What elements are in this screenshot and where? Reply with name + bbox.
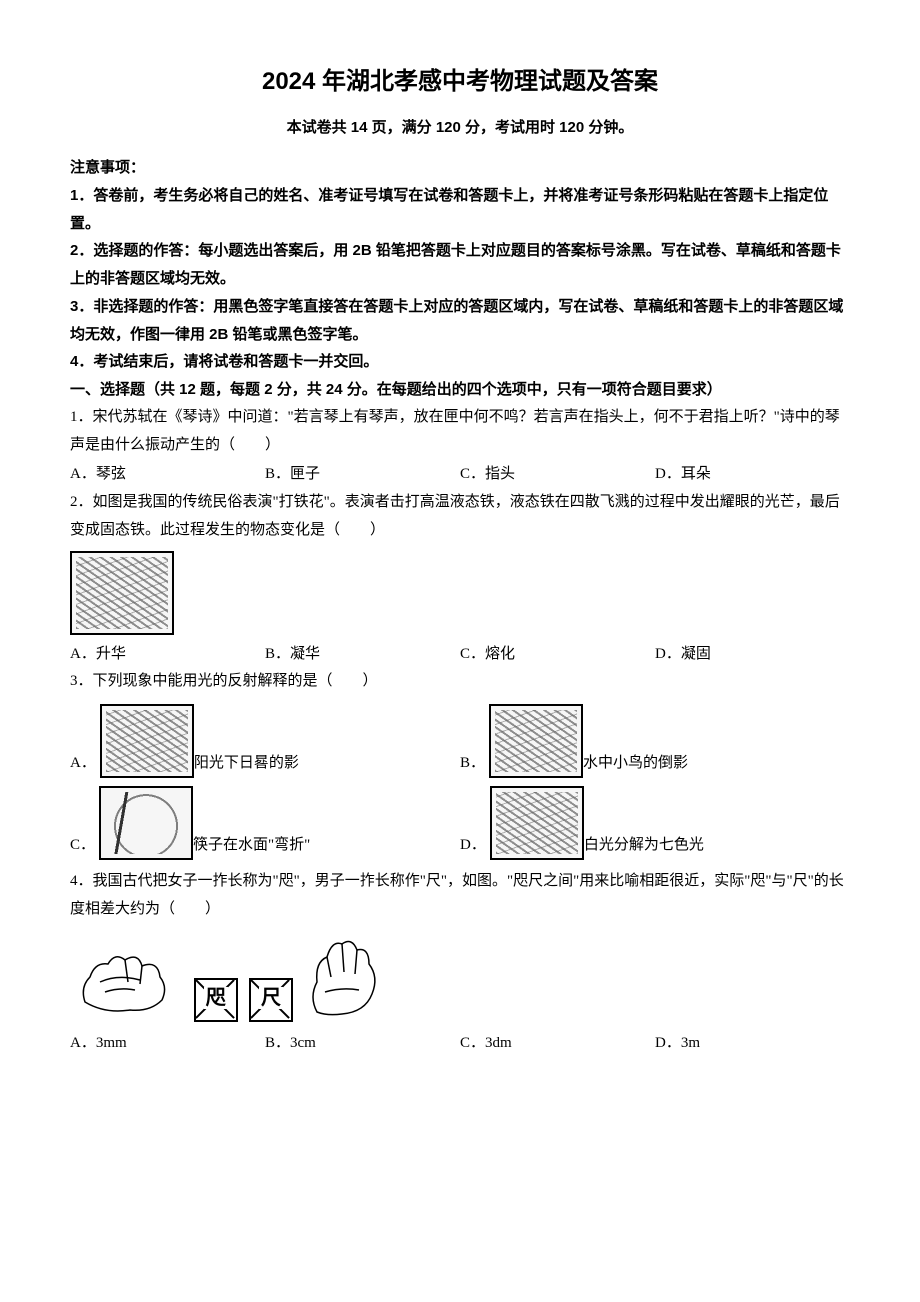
notice-item: 3．非选择题的作答：用黑色签字笔直接答在答题卡上对应的答题区域内，写在试卷、草稿… <box>70 293 850 349</box>
char-chi: 尺 <box>249 978 293 1022</box>
question-stem: 3．下列现象中能用光的反射解释的是（ ） <box>70 668 850 696</box>
option-d: D．耳朵 <box>655 461 850 489</box>
option-a: A．升华 <box>70 641 265 669</box>
notice-item: 2．选择题的作答：每小题选出答案后，用 2B 铅笔把答题卡上对应题目的答案标号涂… <box>70 237 850 293</box>
options-row: A．3mm B．3cm C．3dm D．3m <box>70 1030 850 1058</box>
section-header: 一、选择题（共 12 题，每题 2 分，共 24 分。在每题给出的四个选项中，只… <box>70 376 850 404</box>
options-row: A．升华 B．凝华 C．熔化 D．凝固 <box>70 641 850 669</box>
option-label: 水中小鸟的倒影 <box>583 750 688 778</box>
option-c: C．指头 <box>460 461 655 489</box>
figure-q4: 咫 尺 <box>70 932 850 1022</box>
question-stem: 2．如图是我国的传统民俗表演"打铁花"。表演者击打高温液态铁，液态铁在四散飞溅的… <box>70 489 850 545</box>
question-stem: 4．我国古代把女子一拃长称为"咫"，男子一拃长称作"尺"，如图。"咫尺之间"用来… <box>70 868 850 924</box>
subtitle: 本试卷共 14 页，满分 120 分，考试用时 120 分钟。 <box>70 114 850 142</box>
hand-right-icon <box>297 932 387 1022</box>
option-c: C．3dm <box>460 1030 655 1058</box>
notice-heading: 注意事项： <box>70 154 850 182</box>
figure-q3a <box>100 704 194 778</box>
option-a: A．琴弦 <box>70 461 265 489</box>
options-row: A． 阳光下日晷的影 B． 水中小鸟的倒影 <box>70 704 850 778</box>
option-b: B．匣子 <box>265 461 460 489</box>
option-b: B．3cm <box>265 1030 460 1058</box>
option-letter: C． <box>70 832 95 860</box>
option-label: 筷子在水面"弯折" <box>193 832 310 860</box>
hand-left-icon <box>70 932 190 1022</box>
option-letter: B． <box>460 750 485 778</box>
figure-q3b <box>489 704 583 778</box>
notice-item: 4．考试结束后，请将试卷和答题卡一并交回。 <box>70 348 850 376</box>
options-row: A．琴弦 B．匣子 C．指头 D．耳朵 <box>70 461 850 489</box>
figure-q3d <box>490 786 584 860</box>
notice-item: 1．答卷前，考生务必将自己的姓名、准考证号填写在试卷和答题卡上，并将准考证号条形… <box>70 182 850 238</box>
page-title: 2024 年湖北孝感中考物理试题及答案 <box>70 60 850 104</box>
figure-q2 <box>70 551 174 635</box>
option-b: B．凝华 <box>265 641 460 669</box>
option-d: D．凝固 <box>655 641 850 669</box>
figure-q3c <box>99 786 193 860</box>
char-zhi: 咫 <box>194 978 238 1022</box>
question-stem: 1．宋代苏轼在《琴诗》中问道："若言琴上有琴声，放在匣中何不鸣？若言声在指头上，… <box>70 404 850 460</box>
option-d: D．3m <box>655 1030 850 1058</box>
option-label: 阳光下日晷的影 <box>194 750 299 778</box>
options-row: C． 筷子在水面"弯折" D． 白光分解为七色光 <box>70 786 850 860</box>
option-label: 白光分解为七色光 <box>584 832 704 860</box>
option-a: A．3mm <box>70 1030 265 1058</box>
option-letter: A． <box>70 750 96 778</box>
option-letter: D． <box>460 832 486 860</box>
option-c: C．熔化 <box>460 641 655 669</box>
